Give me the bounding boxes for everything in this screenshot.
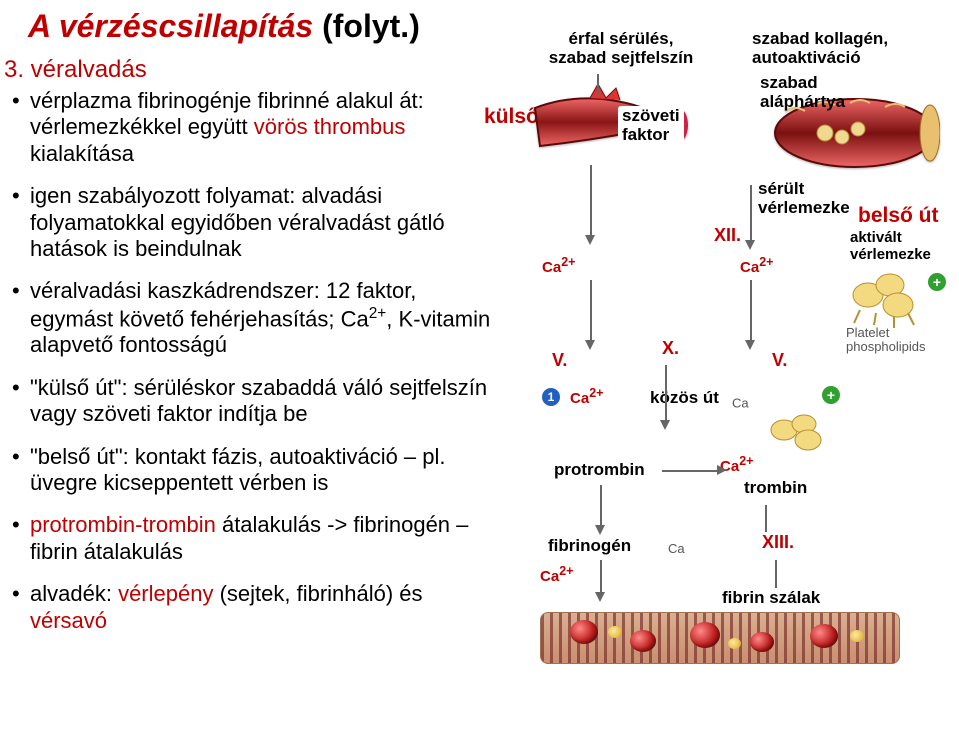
label-fibrinogen: fibrinogén [544, 536, 635, 557]
ca-badge: Ca2+ [568, 386, 605, 407]
step-1-badge: 1 [542, 388, 560, 406]
ca-gray: Ca [668, 542, 685, 556]
bullet-list: vérplazma fibrinogénje fibrinné alakul á… [12, 88, 502, 650]
label-protrombin: protrombin [550, 460, 649, 481]
rbc-icon [630, 630, 656, 652]
label-kozos-ut: közös út [646, 388, 723, 409]
platelet-cluster-icon [840, 265, 940, 331]
platelet-icon [850, 630, 864, 642]
bullet-item: igen szabályozott folyamat: alvadási fol… [12, 183, 502, 262]
bullet-item: alvadék: vérlepény (sejtek, fibrinháló) … [12, 581, 502, 634]
label-belso-ut: belső út [858, 204, 939, 227]
label-aktivalt-verlemezke: aktiváltvérlemezke [850, 230, 931, 263]
label-trombin: trombin [740, 478, 811, 499]
plus-badge-icon: + [822, 386, 840, 404]
label-platelet-pl: Plateletphospholipids [846, 326, 926, 355]
bullet-item: "belső út": kontakt fázis, autoaktiváció… [12, 444, 502, 497]
title-cont: (folyt.) [322, 8, 420, 44]
bullet-item: "külső út": sérüléskor szabaddá váló sej… [12, 375, 502, 428]
rbc-icon [570, 620, 598, 644]
ca-badge: Ca2+ [538, 564, 575, 585]
plus-badge-icon: + [928, 273, 946, 291]
rbc-icon [690, 622, 720, 648]
title-red: A vérzéscsillapítás [28, 8, 313, 44]
bullet-item: protrombin-trombin átalakulás -> fibrino… [12, 512, 502, 565]
rbc-icon [810, 624, 838, 648]
rbc-icon [750, 632, 774, 652]
label-erfal: érfal sérülés,szabad sejtfelszín [536, 30, 706, 67]
label-kollagen: szabad kollagén,autoaktiváció [752, 30, 942, 67]
platelet-icon [728, 638, 741, 649]
label-alaphartya: szabadaláphártya [760, 74, 845, 111]
factor-xii: XII. [710, 225, 745, 246]
ca-gray: Ca [732, 394, 749, 411]
factor-v-right: V. [768, 350, 791, 371]
factor-xiii: XIII. [758, 532, 798, 553]
ca-badge: Ca2+ [738, 255, 775, 276]
factor-x: X. [658, 338, 683, 359]
page-title: A vérzéscsillapítás (folyt.) [28, 8, 420, 45]
platelet-icon [608, 626, 622, 638]
label-fibrin-szalak: fibrin szálak [718, 588, 824, 609]
ca-badge: Ca2+ [540, 255, 577, 276]
platelet-cluster-icon [760, 408, 840, 458]
section-number: 3. véralvadás [4, 56, 147, 84]
coagulation-diagram: érfal sérülés,szabad sejtfelszín szabad … [500, 30, 955, 730]
factor-v-left: V. [548, 350, 571, 371]
bullet-item: véralvadási kaszkádrendszer: 12 faktor, … [12, 278, 502, 359]
label-szoveti-faktor: szövetifaktor [618, 106, 684, 145]
label-serult-verlemezke: sérültvérlemezke [758, 180, 850, 217]
bullet-item: vérplazma fibrinogénje fibrinné alakul á… [12, 88, 502, 167]
